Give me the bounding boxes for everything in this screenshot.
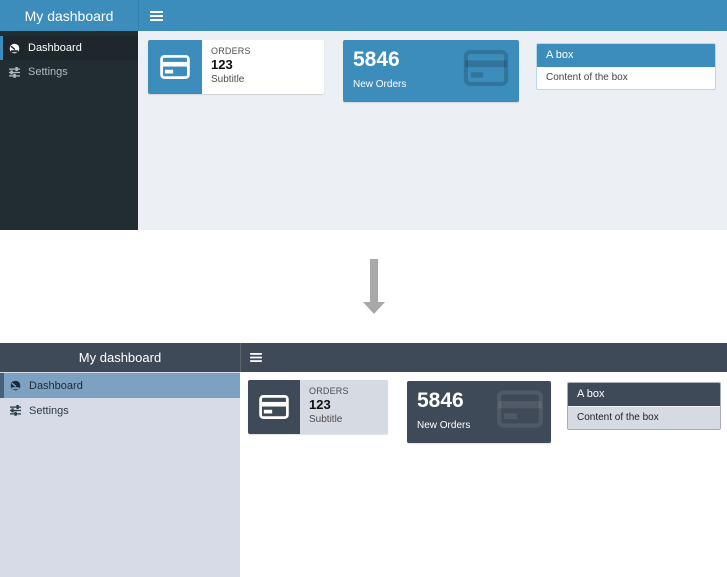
top-main: Dashboard Settings ORDERS 123 <box>0 31 727 230</box>
top-navbar <box>138 0 727 31</box>
sliders-icon <box>10 405 22 416</box>
sliders-icon <box>9 66 21 78</box>
info-box-subtitle: Subtitle <box>309 414 343 425</box>
content-area: ORDERS 123 Subtitle 5846 New Orders A bo… <box>240 372 727 577</box>
credit-card-icon <box>497 390 543 428</box>
small-box-new-orders: 5846 New Orders <box>343 40 519 102</box>
sidebar-item-settings[interactable]: Settings <box>0 398 240 423</box>
sidebar-item-dashboard[interactable]: Dashboard <box>0 373 240 398</box>
hamburger-icon[interactable] <box>250 353 262 362</box>
sidebar-item-label: Settings <box>29 404 69 417</box>
sidebar-item-label: Dashboard <box>29 379 83 392</box>
info-box-orders: ORDERS 123 Subtitle <box>248 380 388 434</box>
down-arrow-icon <box>363 259 385 315</box>
bottom-header: My dashboard <box>0 343 727 372</box>
gauge-icon <box>9 43 21 54</box>
content-box-body: Content of the box <box>568 406 720 429</box>
info-box-text: ORDERS 123 Subtitle <box>202 40 251 94</box>
content-box: A box Content of the box <box>536 43 716 90</box>
info-box-number: 123 <box>211 57 233 72</box>
content-box-title: A box <box>537 44 715 67</box>
content-box: A box Content of the box <box>567 382 721 430</box>
info-box-orders: ORDERS 123 Subtitle <box>148 40 324 94</box>
hamburger-icon[interactable] <box>150 10 163 21</box>
sidebar-item-settings[interactable]: Settings <box>0 60 138 84</box>
small-box-number: 5846 <box>417 389 464 412</box>
bottom-main: Dashboard Settings ORDERS 123 <box>0 372 727 577</box>
small-box-new-orders: 5846 New Orders <box>407 381 551 443</box>
small-box-label: New Orders <box>417 420 471 431</box>
info-box-title: ORDERS <box>211 46 251 56</box>
small-box-label: New Orders <box>353 79 407 90</box>
dashboard-slate-theme: My dashboard Dashboard <box>0 343 727 577</box>
credit-card-icon <box>463 50 509 86</box>
content-box-title: A box <box>568 383 720 406</box>
info-box-number: 123 <box>309 397 331 412</box>
sidebar: Dashboard Settings <box>0 31 138 230</box>
sidebar-item-label: Settings <box>28 66 68 78</box>
content-box-body: Content of the box <box>546 72 628 83</box>
top-header: My dashboard <box>0 0 727 31</box>
info-box-text: ORDERS 123 Subtitle <box>300 380 349 434</box>
sidebar: Dashboard Settings <box>0 372 240 577</box>
gauge-icon <box>10 380 22 391</box>
dashboard-blue-theme: My dashboard Dashboard <box>0 0 727 230</box>
brand-logo: My dashboard <box>0 0 138 31</box>
brand-logo: My dashboard <box>78 350 162 365</box>
sidebar-item-label: Dashboard <box>28 42 82 54</box>
sidebar-item-dashboard[interactable]: Dashboard <box>0 36 138 60</box>
content-area: ORDERS 123 Subtitle 5846 New Orders A bo… <box>138 31 727 230</box>
bottom-navbar <box>240 343 727 372</box>
small-box-number: 5846 <box>353 48 400 71</box>
info-box-title: ORDERS <box>309 386 349 396</box>
info-box-subtitle: Subtitle <box>211 74 245 85</box>
arrow-shaft <box>370 259 378 302</box>
arrow-head <box>363 302 385 314</box>
credit-card-icon <box>248 380 300 434</box>
credit-card-icon <box>148 40 202 94</box>
